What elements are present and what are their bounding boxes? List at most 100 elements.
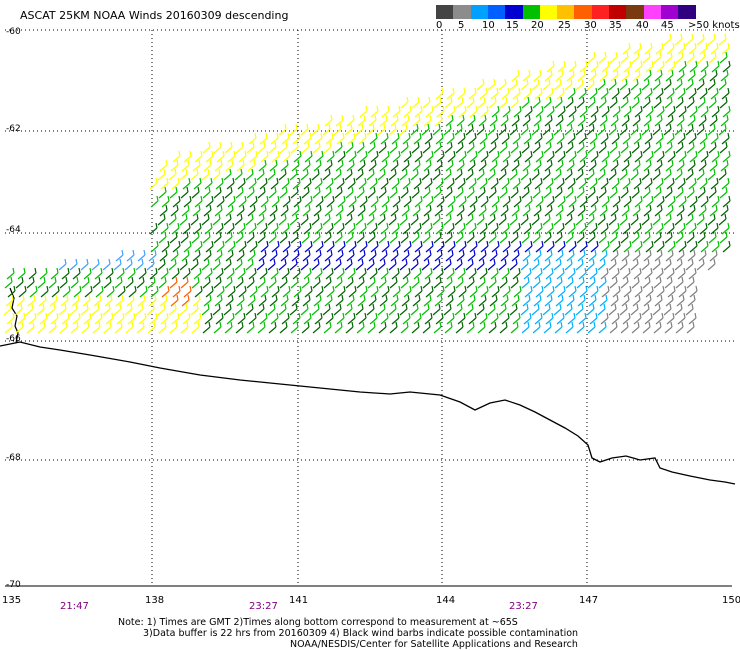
wind-barb bbox=[711, 150, 720, 163]
wind-barb bbox=[169, 186, 178, 199]
wind-barb bbox=[531, 78, 540, 91]
wind-barb bbox=[645, 240, 654, 253]
wind-barb bbox=[135, 258, 144, 271]
wind-barb bbox=[597, 213, 606, 226]
wind-barb bbox=[568, 240, 577, 253]
wind-barb bbox=[245, 258, 254, 271]
wind-barb bbox=[630, 168, 639, 181]
wind-barb bbox=[201, 168, 210, 181]
wind-barb bbox=[720, 204, 729, 217]
wind-barb bbox=[588, 69, 597, 82]
wind-barb bbox=[696, 78, 705, 91]
wind-barb bbox=[521, 231, 530, 244]
wind-barb bbox=[422, 186, 431, 199]
wind-barb bbox=[590, 195, 599, 208]
legend-label: 15 bbox=[506, 20, 519, 31]
wind-barb bbox=[699, 42, 708, 55]
wind-barb bbox=[619, 303, 628, 316]
wind-barb bbox=[124, 303, 133, 316]
wind-barb bbox=[511, 114, 520, 127]
wind-barb bbox=[524, 150, 533, 163]
wind-barb bbox=[719, 96, 728, 109]
wind-barb bbox=[392, 150, 401, 163]
wind-barb bbox=[380, 267, 389, 280]
wind-barb bbox=[499, 321, 508, 334]
wind-barb bbox=[260, 195, 269, 208]
wind-barb bbox=[423, 294, 432, 307]
wind-barb bbox=[480, 150, 489, 163]
wind-barb bbox=[192, 204, 201, 217]
wind-barb bbox=[533, 249, 542, 262]
wind-barb bbox=[424, 132, 433, 145]
wind-barb bbox=[443, 258, 452, 271]
wind-barb bbox=[491, 240, 500, 253]
wind-barb bbox=[379, 114, 388, 127]
wind-barb bbox=[259, 222, 268, 235]
wind-barb bbox=[511, 294, 520, 307]
wind-barb bbox=[136, 276, 145, 289]
wind-barb bbox=[311, 303, 320, 316]
wind-barb bbox=[478, 294, 487, 307]
wind-barb bbox=[358, 267, 367, 280]
wind-barb bbox=[201, 258, 210, 271]
wind-barb bbox=[688, 267, 697, 280]
wind-barb bbox=[554, 276, 563, 289]
wind-barb bbox=[666, 87, 675, 100]
wind-barb bbox=[623, 240, 632, 253]
wind-barb bbox=[212, 168, 221, 181]
wind-barb bbox=[170, 159, 179, 172]
wind-barb bbox=[676, 204, 685, 217]
wind-barb bbox=[545, 87, 554, 100]
wind-barb bbox=[311, 168, 320, 181]
wind-barb bbox=[346, 249, 355, 262]
wind-barb bbox=[644, 177, 653, 190]
wind-barb bbox=[223, 258, 232, 271]
wind-barb bbox=[476, 303, 485, 316]
wind-barb bbox=[597, 303, 606, 316]
wind-barb bbox=[368, 204, 377, 217]
wind-barb bbox=[678, 105, 687, 118]
wind-barb bbox=[301, 231, 310, 244]
wind-barb bbox=[168, 168, 177, 181]
wind-barb bbox=[146, 303, 155, 316]
wind-barb bbox=[356, 276, 365, 289]
wind-barb bbox=[645, 285, 654, 298]
wind-barb bbox=[667, 195, 676, 208]
wind-barb bbox=[304, 285, 313, 298]
wind-barb bbox=[619, 168, 628, 181]
wind-barb bbox=[455, 141, 464, 154]
wind-barb bbox=[424, 222, 433, 235]
wind-barb bbox=[436, 240, 445, 253]
wind-barb bbox=[104, 294, 113, 307]
wind-barb bbox=[608, 303, 617, 316]
wind-barb bbox=[324, 249, 333, 262]
wind-barb bbox=[378, 321, 387, 334]
wind-barb bbox=[643, 204, 652, 217]
wind-barb bbox=[37, 321, 46, 334]
wind-barb bbox=[623, 60, 632, 73]
wind-barb bbox=[313, 294, 322, 307]
wind-barb bbox=[586, 168, 595, 181]
wind-barb bbox=[575, 78, 584, 91]
wind-barb bbox=[455, 231, 464, 244]
wind-barb bbox=[368, 294, 377, 307]
wind-barb bbox=[708, 96, 717, 109]
wind-barb bbox=[414, 150, 423, 163]
wind-barb bbox=[94, 267, 103, 280]
wind-barb bbox=[348, 150, 357, 163]
wind-barbs bbox=[3, 33, 731, 334]
wind-barb bbox=[454, 303, 463, 316]
wind-barb bbox=[567, 222, 576, 235]
wind-barb bbox=[608, 213, 617, 226]
wind-barb bbox=[157, 213, 166, 226]
wind-barb bbox=[600, 177, 609, 190]
wind-barb bbox=[413, 132, 422, 145]
wind-barb bbox=[269, 204, 278, 217]
wind-barb bbox=[566, 114, 575, 127]
wind-barb bbox=[282, 285, 291, 298]
wind-barb bbox=[215, 222, 224, 235]
wind-barb bbox=[445, 249, 454, 262]
wind-barb bbox=[205, 150, 214, 163]
wind-barb bbox=[666, 42, 675, 55]
wind-barb bbox=[697, 51, 706, 64]
